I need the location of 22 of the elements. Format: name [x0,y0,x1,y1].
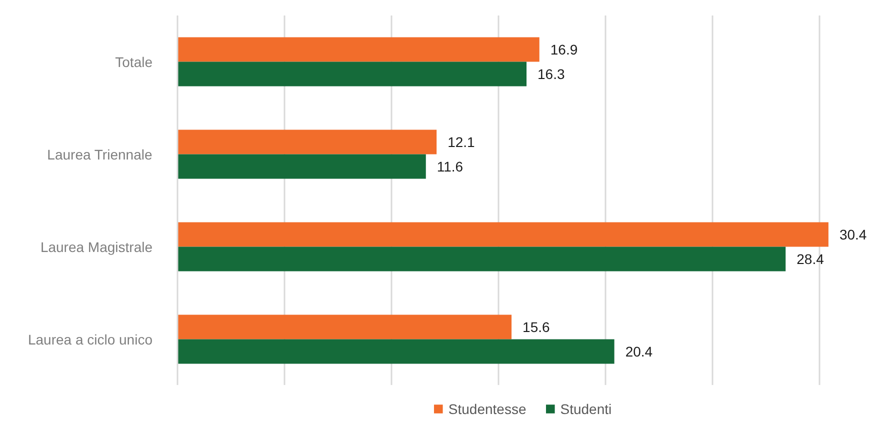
y-tick-label: Laurea a ciclo unico [28,331,153,348]
data-label: 16.3 [538,66,565,82]
bar [178,339,614,364]
data-label: 28.4 [796,251,824,268]
y-tick-label: Laurea Magistrale [40,238,153,255]
bar [178,37,540,62]
data-label: 12.1 [448,134,476,150]
data-label: 30.4 [839,226,867,242]
bar [178,222,828,247]
legend-label: Studentesse [448,400,526,416]
data-label: 20.4 [625,344,653,360]
bar [178,62,527,86]
bar [178,314,512,340]
legend-label: Studenti [560,400,612,416]
y-tick-label: Totale [115,54,153,70]
data-label: 15.6 [522,318,550,335]
bar [178,246,786,272]
bar [178,154,426,179]
data-label: 16.9 [550,41,578,58]
data-label: 11.6 [436,158,464,175]
y-tick-label: Laurea Triennale [47,146,152,162]
bar [178,130,437,154]
